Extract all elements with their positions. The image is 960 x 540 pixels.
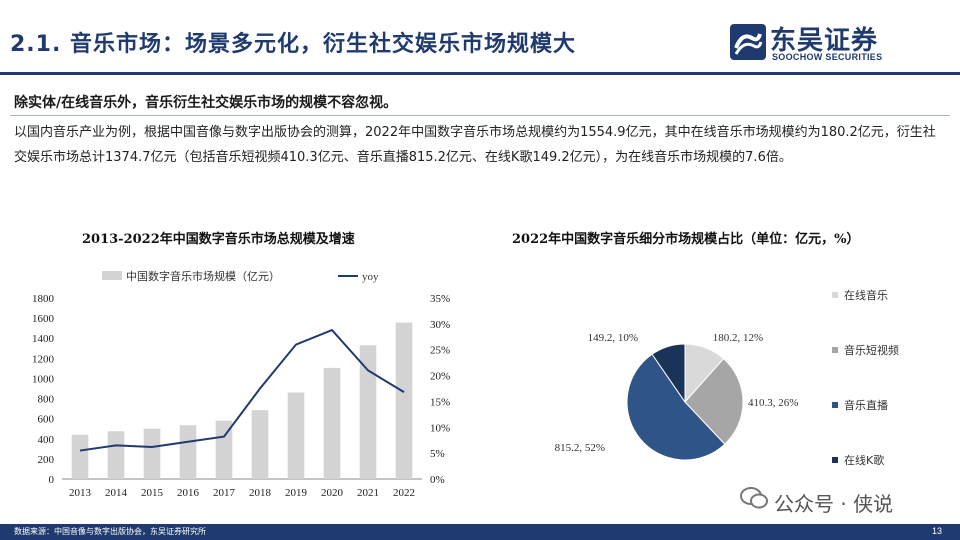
x-tick-label: 2014 (105, 487, 128, 499)
bar (395, 322, 413, 479)
bar (323, 367, 341, 479)
legend-bar-label: 中国数字音乐市场规模（亿元） (126, 269, 280, 283)
subheading-divider (10, 115, 950, 116)
bar (71, 434, 89, 479)
logo-name-cn: 东吴证券 (770, 26, 879, 56)
pie-data-label: 815.2, 52% (555, 442, 605, 454)
legend-bar-swatch (102, 271, 122, 280)
x-tick-label: 2017 (213, 487, 236, 499)
footer-bar (0, 524, 960, 540)
yoy-line (79, 328, 405, 452)
legend-line-label: yoy (362, 271, 379, 283)
x-tick-label: 2022 (393, 487, 415, 499)
bar (359, 345, 377, 479)
pie-legend-swatch (832, 347, 838, 353)
logo-mark-icon (730, 24, 766, 60)
x-tick-label: 2019 (285, 487, 308, 499)
segment-pie-chart: 180.2, 12% 410.3, 26% 815.2, 52% 149.2, 10%… (555, 288, 899, 467)
pie-legend-label: 音乐直播 (844, 398, 888, 412)
right-chart-title: 2022年中国数字音乐细分市场规模占比（单位：亿元，%） (512, 232, 860, 247)
pie-data-label: 149.2, 10% (588, 332, 638, 344)
left-tick-label: 0 (49, 474, 55, 486)
left-tick-label: 400 (38, 434, 55, 446)
body-paragraph: 以国内音乐产业为例，根据中国音像与数字出版协会的测算，2022年中国数字音乐市场… (14, 125, 936, 165)
left-tick-label: 1000 (32, 373, 55, 385)
left-tick-label: 1800 (32, 293, 55, 305)
x-tick-label: 2018 (249, 487, 272, 499)
x-tick-label: 2013 (69, 487, 92, 499)
right-tick-label: 25% (430, 345, 450, 357)
pie-legend-swatch (832, 402, 838, 408)
left-chart-title: 2013-2022年中国数字音乐市场总规模及增速 (82, 232, 355, 247)
watermark: 公众号 · 侠说 (740, 486, 893, 516)
left-tick-label: 200 (38, 454, 55, 466)
pie-legend-label: 音乐短视频 (844, 343, 899, 357)
right-tick-label: 15% (430, 396, 450, 408)
footer-source: 数据来源：中国音像与数字出版协会，东吴证券研究所 (14, 527, 206, 536)
x-tick-label: 2015 (141, 487, 164, 499)
pie-data-label: 410.3, 26% (748, 397, 798, 409)
left-tick-label: 1600 (32, 313, 55, 325)
right-tick-label: 10% (430, 422, 450, 434)
x-tick-label: 2021 (357, 487, 379, 499)
header-divider (0, 72, 960, 75)
x-tick-label: 2016 (177, 487, 200, 499)
bar (251, 410, 269, 479)
page-number: 13 (931, 526, 942, 536)
bar (287, 392, 305, 479)
bar (179, 425, 197, 479)
right-tick-label: 0% (430, 474, 445, 486)
pie-legend-swatch (832, 292, 838, 298)
pie-slice (626, 353, 726, 461)
x-tick-label: 2020 (321, 487, 344, 499)
market-size-combo-chart: 中国数字音乐市场规模（亿元） yoy 0 200 400 600 800 1000 1200 14… (32, 269, 450, 499)
left-tick-label: 600 (38, 414, 55, 426)
left-tick-label: 800 (38, 394, 55, 406)
wechat-icon (740, 487, 768, 509)
bar (107, 431, 125, 479)
right-tick-label: 35% (430, 293, 450, 305)
page-title: 2.1. 音乐市场：场景多元化，衍生社交娱乐市场规模大 (10, 32, 576, 57)
bar (143, 428, 161, 479)
pie-slice (651, 343, 686, 404)
logo-name-en: SOOCHOW SECURITIES (772, 52, 883, 62)
pie-slice (684, 358, 744, 445)
watermark-text: 公众号 · 侠说 (774, 492, 894, 516)
pie-legend-label: 在线K歌 (844, 453, 884, 467)
right-tick-label: 5% (430, 448, 445, 460)
pie-legend-swatch (832, 457, 838, 463)
bar (215, 420, 233, 479)
subheading: 除实体/在线音乐外，音乐衍生社交娱乐市场的规模不容忽视。 (14, 95, 398, 111)
pie-legend-label: 在线音乐 (844, 288, 888, 302)
left-tick-label: 1400 (32, 333, 55, 345)
right-tick-label: 20% (430, 371, 450, 383)
pie-data-label: 180.2, 12% (713, 332, 763, 344)
right-tick-label: 30% (430, 319, 450, 331)
left-tick-label: 1200 (32, 353, 55, 365)
company-logo: 东吴证券 SOOCHOW SECURITIES (728, 22, 928, 66)
